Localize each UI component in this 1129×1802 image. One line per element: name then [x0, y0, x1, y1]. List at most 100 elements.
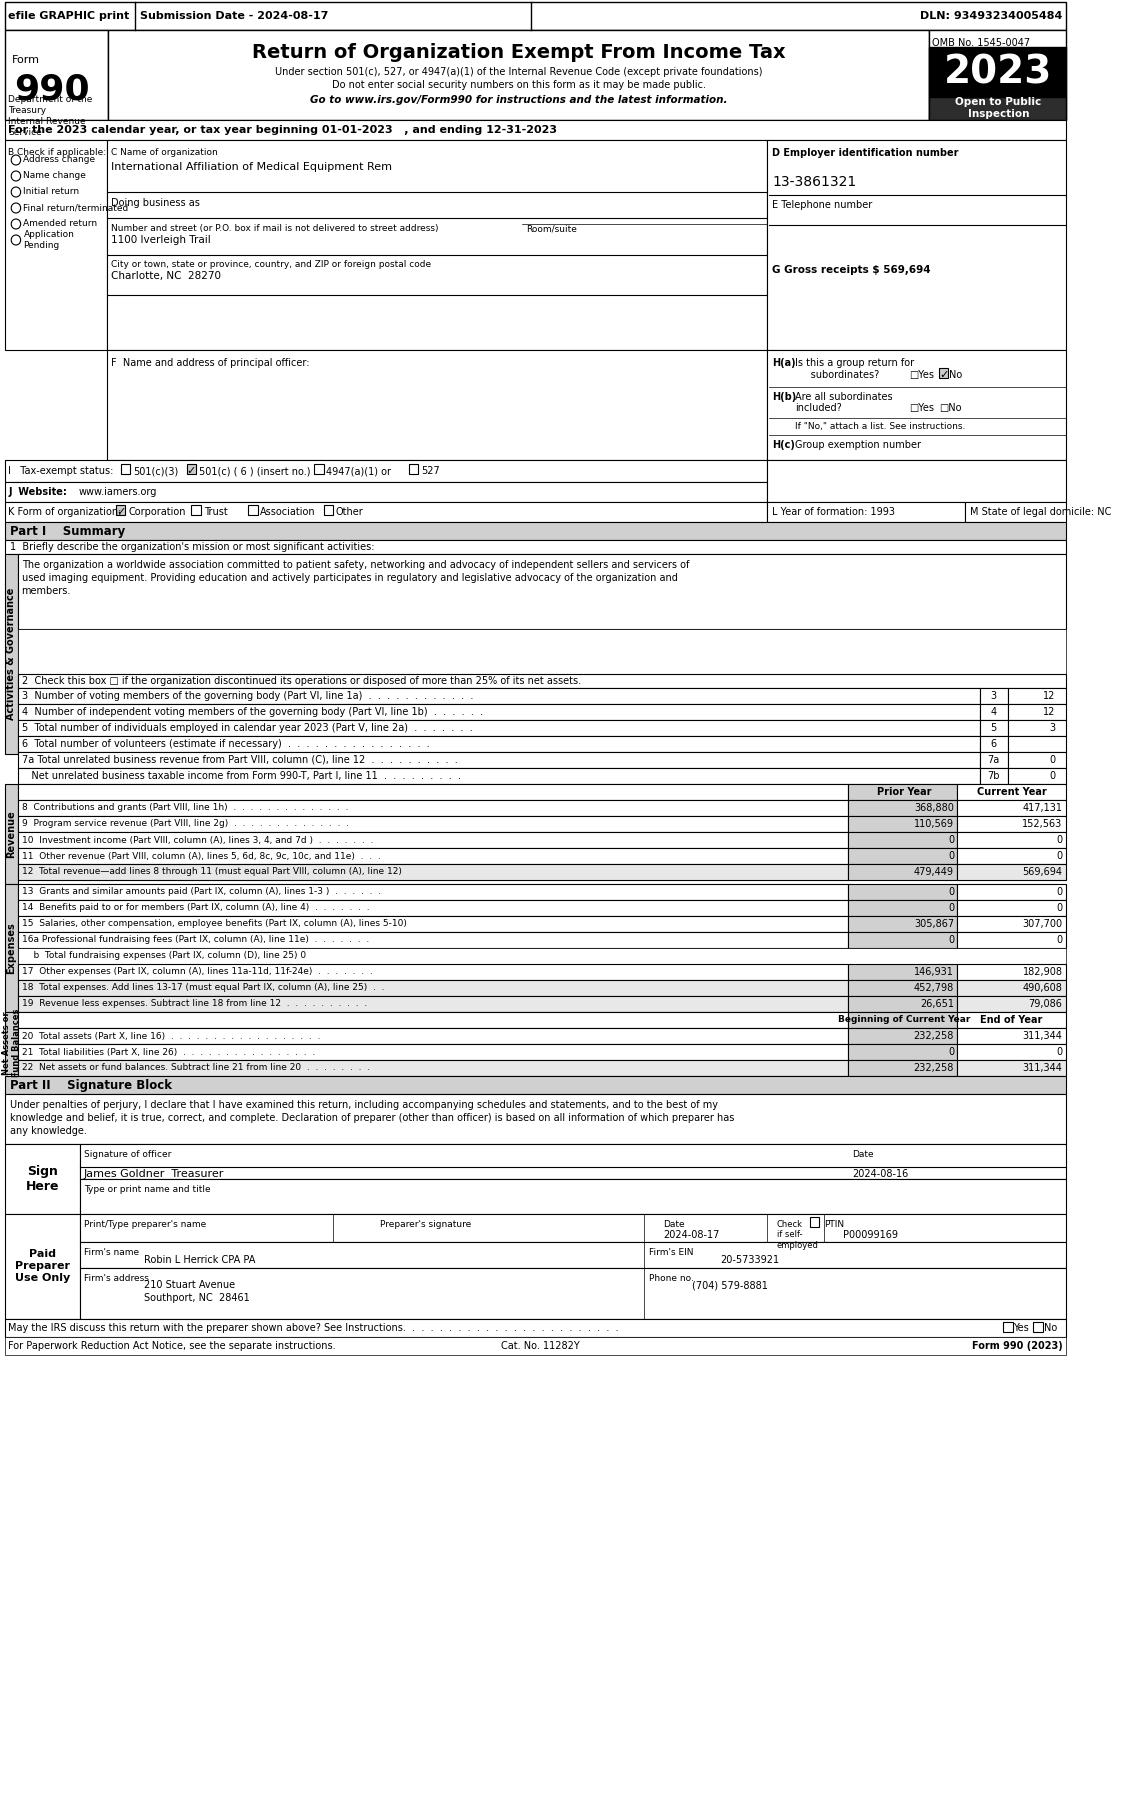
Text: 2023: 2023 — [944, 52, 1052, 90]
Bar — [116, 505, 125, 515]
Text: 4  Number of independent voting members of the governing body (Part VI, line 1b): 4 Number of independent voting members o… — [21, 706, 483, 717]
Bar — [848, 1060, 957, 1076]
Text: Initial return: Initial return — [24, 187, 80, 196]
Text: 10  Investment income (Part VIII, column (A), lines 3, 4, and 7d )  .  .  .  .  : 10 Investment income (Part VIII, column … — [21, 836, 373, 845]
Bar — [18, 915, 848, 932]
Text: Current Year: Current Year — [977, 787, 1047, 796]
Bar — [192, 505, 201, 515]
Text: 3: 3 — [990, 690, 997, 701]
Bar — [80, 1215, 1066, 1242]
Bar — [18, 1060, 848, 1076]
Text: End of Year: End of Year — [980, 1015, 1043, 1025]
Text: Check
if self-
employed: Check if self- employed — [777, 1220, 819, 1251]
Text: 12: 12 — [1043, 690, 1054, 701]
Bar — [957, 800, 1066, 816]
Bar — [1008, 751, 1066, 768]
Text: 0: 0 — [948, 851, 954, 861]
Text: 417,131: 417,131 — [1023, 804, 1062, 813]
Text: 3: 3 — [1049, 723, 1054, 733]
Bar — [957, 1013, 1066, 1027]
Bar — [957, 816, 1066, 833]
Text: OMB No. 1545-0047: OMB No. 1545-0047 — [933, 38, 1031, 49]
Text: 14  Benefits paid to or for members (Part IX, column (A), line 4)  .  .  .  .  .: 14 Benefits paid to or for members (Part… — [21, 903, 369, 912]
Bar — [18, 688, 980, 705]
Bar — [18, 751, 980, 768]
Text: Activities & Governance: Activities & Governance — [7, 587, 16, 721]
Text: Form 990 (2023): Form 990 (2023) — [972, 1341, 1062, 1352]
Bar — [121, 463, 130, 474]
Bar — [18, 833, 848, 849]
Text: PTIN: PTIN — [824, 1220, 843, 1229]
Bar — [768, 350, 1066, 460]
Text: ✓: ✓ — [939, 369, 948, 380]
Bar — [848, 784, 957, 800]
Bar — [18, 980, 848, 997]
Bar — [5, 885, 18, 1013]
Text: Trust: Trust — [203, 506, 228, 517]
Text: City or town, state or province, country, and ZIP or foreign postal code: City or town, state or province, country… — [112, 259, 431, 268]
Text: 12  Total revenue—add lines 8 through 11 (must equal Part VIII, column (A), line: 12 Total revenue—add lines 8 through 11 … — [21, 867, 402, 876]
Text: 2024-08-16: 2024-08-16 — [852, 1169, 909, 1179]
Text: 0: 0 — [1049, 755, 1054, 766]
Text: 0: 0 — [1057, 887, 1062, 897]
Text: 7a: 7a — [988, 755, 1000, 766]
Text: 11  Other revenue (Part VIII, column (A), lines 5, 6d, 8c, 9c, 10c, and 11e)  . : 11 Other revenue (Part VIII, column (A),… — [21, 852, 380, 861]
Text: H(a): H(a) — [772, 359, 796, 368]
Bar — [957, 1043, 1066, 1060]
Text: 16a Professional fundraising fees (Part IX, column (A), line 11e)  .  .  .  .  .: 16a Professional fundraising fees (Part … — [21, 935, 369, 944]
Bar — [18, 553, 1066, 629]
Text: □No: □No — [939, 404, 962, 413]
Text: 21  Total liabilities (Part X, line 26)  .  .  .  .  .  .  .  .  .  .  .  .  .  : 21 Total liabilities (Part X, line 26) .… — [21, 1047, 315, 1056]
Bar — [5, 1144, 80, 1215]
Bar — [18, 1013, 848, 1027]
Text: 501(c)(3): 501(c)(3) — [133, 467, 178, 476]
Text: 501(c) ( 6 ) (insert no.): 501(c) ( 6 ) (insert no.) — [199, 467, 310, 476]
Text: 0: 0 — [1057, 903, 1062, 914]
Bar — [18, 816, 848, 833]
Bar — [848, 1013, 957, 1027]
Bar — [18, 964, 848, 980]
Bar — [848, 980, 957, 997]
Text: 990: 990 — [14, 74, 89, 106]
Bar — [1008, 705, 1066, 721]
Text: J  Website:: J Website: — [8, 487, 68, 497]
Text: Revenue: Revenue — [7, 811, 16, 858]
Bar — [768, 460, 1066, 503]
Text: Are all subordinates: Are all subordinates — [796, 393, 893, 402]
Text: DLN: 93493234005484: DLN: 93493234005484 — [920, 11, 1062, 22]
Bar — [18, 768, 980, 784]
Text: 0: 0 — [948, 1047, 954, 1058]
Bar — [18, 997, 848, 1013]
Text: Paid
Preparer
Use Only: Paid Preparer Use Only — [15, 1249, 70, 1283]
Text: 18  Total expenses. Add lines 13-17 (must equal Part IX, column (A), line 25)  .: 18 Total expenses. Add lines 13-17 (must… — [21, 984, 384, 993]
Bar — [957, 849, 1066, 863]
Text: (704) 579-8881: (704) 579-8881 — [692, 1279, 768, 1290]
Bar — [248, 505, 257, 515]
Text: Type or print name and title: Type or print name and title — [84, 1186, 210, 1195]
Text: Address change: Address change — [24, 155, 96, 164]
Bar — [5, 1215, 80, 1319]
Text: Firm's name: Firm's name — [84, 1249, 139, 1258]
Bar — [957, 899, 1066, 915]
Text: 4: 4 — [990, 706, 997, 717]
Bar — [980, 705, 1008, 721]
Text: Under penalties of perjury, I declare that I have examined this return, includin: Under penalties of perjury, I declare th… — [10, 1099, 735, 1137]
Text: Firm's address: Firm's address — [84, 1274, 149, 1283]
Text: Net Assets or
Fund Balances: Net Assets or Fund Balances — [1, 1009, 21, 1078]
Text: H(b): H(b) — [772, 393, 796, 402]
Text: Beginning of Current Year: Beginning of Current Year — [838, 1016, 970, 1025]
Bar — [5, 31, 108, 121]
Bar — [1003, 1323, 1013, 1332]
Text: Sign
Here: Sign Here — [26, 1166, 59, 1193]
Text: Part II    Signature Block: Part II Signature Block — [10, 1079, 173, 1092]
Bar — [5, 1337, 1066, 1355]
Bar — [957, 863, 1066, 879]
Text: Number and street (or P.O. box if mail is not delivered to street address): Number and street (or P.O. box if mail i… — [112, 223, 439, 232]
Bar — [314, 463, 324, 474]
Bar — [18, 784, 848, 800]
Text: 0: 0 — [948, 903, 954, 914]
Bar — [848, 849, 957, 863]
Text: 5: 5 — [990, 723, 997, 733]
Bar — [5, 2, 1066, 31]
Bar — [957, 885, 1066, 899]
